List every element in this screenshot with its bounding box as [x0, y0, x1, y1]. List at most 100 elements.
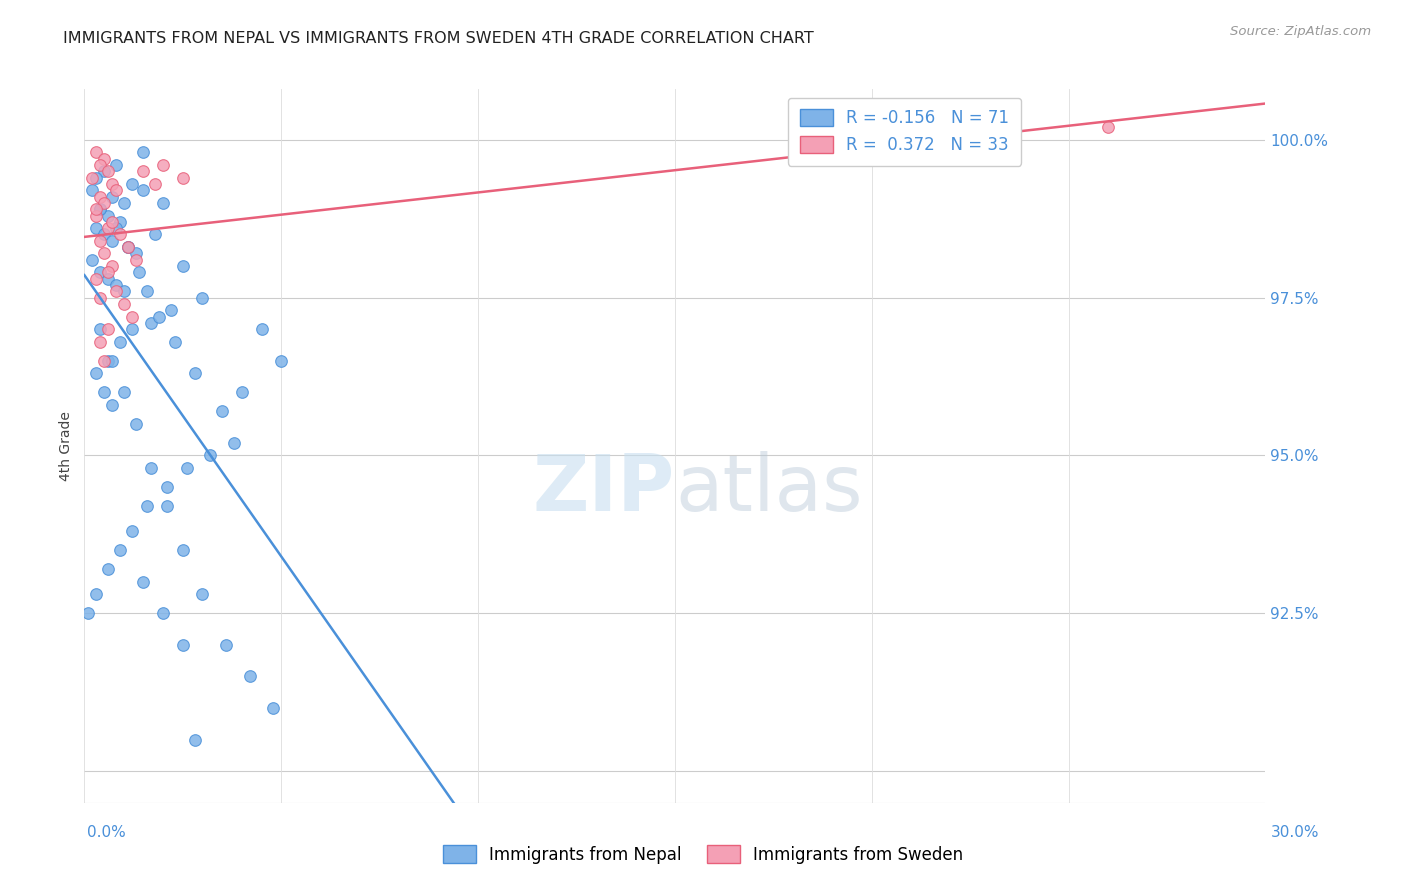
Point [84, 271, 107, 285]
Point [143, 177, 166, 191]
Point [112, 297, 135, 311]
Point [231, 385, 253, 400]
Point [112, 195, 135, 210]
Point [128, 265, 150, 279]
Point [124, 252, 146, 267]
Point [93, 246, 115, 260]
Point [84, 587, 107, 601]
Point [152, 607, 174, 621]
Point [141, 316, 163, 330]
Point [160, 303, 183, 318]
Point [132, 183, 155, 197]
Point [84, 202, 107, 217]
Point [104, 158, 127, 172]
Point [163, 334, 186, 349]
Point [93, 152, 115, 166]
Point [84, 170, 107, 185]
Point [89, 202, 111, 217]
Point [215, 638, 238, 652]
Point [84, 209, 107, 223]
Point [97, 353, 120, 368]
Text: ZIP: ZIP [533, 450, 675, 527]
Point [132, 145, 155, 160]
Point [97, 562, 120, 576]
Point [101, 177, 124, 191]
Point [152, 158, 174, 172]
Point [172, 638, 194, 652]
Point [108, 215, 131, 229]
Point [84, 221, 107, 235]
Point [97, 209, 120, 223]
Point [97, 265, 120, 279]
Point [239, 669, 262, 683]
Point [89, 265, 111, 279]
Point [152, 195, 174, 210]
Point [136, 285, 159, 299]
Text: Source: ZipAtlas.com: Source: ZipAtlas.com [1230, 25, 1371, 38]
Point [121, 524, 143, 539]
Point [93, 227, 115, 242]
Point [84, 367, 107, 381]
Point [211, 404, 233, 418]
Y-axis label: 4th Grade: 4th Grade [59, 411, 73, 481]
Point [191, 291, 214, 305]
Point [89, 334, 111, 349]
Point [121, 322, 143, 336]
Legend: R = -0.156   N = 71, R =  0.372   N = 33: R = -0.156 N = 71, R = 0.372 N = 33 [787, 97, 1021, 166]
Point [89, 189, 111, 203]
Point [156, 480, 179, 494]
Point [101, 215, 124, 229]
Point [89, 234, 111, 248]
Point [97, 271, 120, 285]
Point [89, 158, 111, 172]
Point [82, 170, 104, 185]
Point [156, 499, 179, 513]
Point [1097, 120, 1119, 134]
Point [172, 259, 194, 273]
Point [176, 461, 198, 475]
Point [250, 322, 273, 336]
Point [97, 164, 120, 178]
Point [77, 607, 100, 621]
Point [121, 177, 143, 191]
Point [84, 145, 107, 160]
Legend: Immigrants from Nepal, Immigrants from Sweden: Immigrants from Nepal, Immigrants from S… [436, 838, 970, 871]
Point [200, 449, 222, 463]
Point [124, 417, 146, 431]
Point [121, 310, 143, 324]
Text: 0.0%: 0.0% [87, 825, 127, 840]
Point [132, 164, 155, 178]
Point [97, 221, 120, 235]
Point [183, 732, 205, 747]
Point [104, 221, 127, 235]
Point [117, 240, 139, 254]
Point [101, 259, 124, 273]
Point [93, 385, 115, 400]
Point [112, 285, 135, 299]
Point [101, 189, 124, 203]
Point [172, 170, 194, 185]
Point [108, 334, 131, 349]
Point [89, 202, 111, 217]
Point [89, 291, 111, 305]
Point [132, 574, 155, 589]
Point [82, 252, 104, 267]
Point [104, 277, 127, 292]
Point [136, 499, 159, 513]
Point [222, 435, 245, 450]
Point [101, 353, 124, 368]
Point [141, 461, 163, 475]
Point [104, 285, 127, 299]
Point [101, 398, 124, 412]
Point [117, 240, 139, 254]
Point [82, 183, 104, 197]
Text: atlas: atlas [675, 450, 862, 527]
Point [93, 195, 115, 210]
Point [101, 234, 124, 248]
Point [93, 353, 115, 368]
Point [124, 246, 146, 260]
Point [117, 240, 139, 254]
Point [172, 543, 194, 558]
Point [148, 310, 170, 324]
Point [270, 353, 292, 368]
